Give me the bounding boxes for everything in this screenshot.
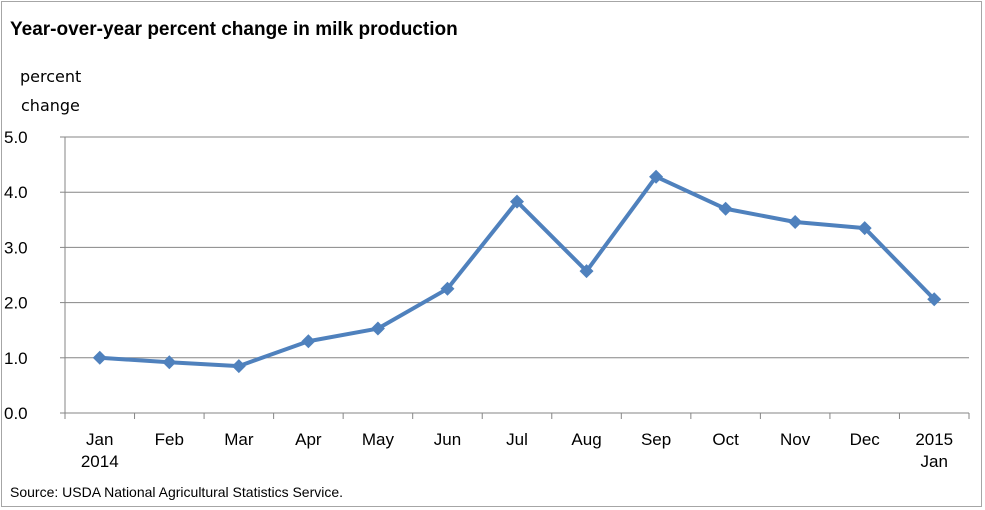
y-tick-label: 2.0: [4, 294, 28, 313]
y-tick-label: 0.0: [4, 404, 28, 423]
data-point-marker: [231, 359, 246, 374]
series: [92, 169, 942, 374]
data-point-marker: [927, 292, 942, 307]
gridlines: [65, 136, 969, 359]
data-point-marker: [440, 281, 455, 296]
x-tick-label: Mar: [224, 430, 254, 449]
y-axis-label: percent change: [20, 62, 81, 120]
x-tick-label: Jul: [506, 430, 528, 449]
x-tick-sublabel: 2014: [81, 452, 119, 471]
data-point-marker: [92, 350, 107, 365]
x-tick-label: May: [362, 430, 395, 449]
x-tick-label: Sep: [641, 430, 671, 449]
data-point-marker: [857, 221, 872, 236]
y-tick-label: 4.0: [4, 183, 28, 202]
data-point-marker: [579, 264, 594, 279]
x-tick-sublabel: Jan: [921, 452, 948, 471]
data-point-marker: [788, 215, 803, 230]
x-tick-label: Oct: [712, 430, 739, 449]
y-tick-label: 5.0: [4, 128, 28, 147]
data-point-marker: [510, 194, 524, 209]
y-tick-label: 1.0: [4, 349, 28, 368]
axes: 0.0 1.0 2.0 3.0 4.0 5.0 Jan 2014 Feb Mar Apr May Jun…: [4, 128, 970, 471]
x-tick-label: Apr: [295, 430, 322, 449]
x-tick-label: Jun: [434, 430, 461, 449]
chart-title: Year-over-year percent change in milk pr…: [10, 19, 458, 40]
y-axis-label-line-2: change: [21, 96, 80, 115]
x-tick-label: 2015: [915, 430, 953, 449]
data-point-marker: [649, 169, 664, 184]
data-point-marker: [718, 201, 733, 216]
y-axis-label-line-1: percent: [20, 67, 82, 86]
data-point-marker: [301, 334, 316, 349]
x-tick-label: Feb: [155, 430, 184, 449]
source-note: Source: USDA National Agricultural Stati…: [10, 484, 344, 500]
data-point-marker: [370, 321, 385, 336]
data-point-marker: [162, 355, 177, 370]
y-tick-label: 3.0: [4, 238, 28, 257]
x-tick-label: Aug: [571, 430, 601, 449]
x-tick-label: Dec: [850, 430, 881, 449]
x-tick-label: Nov: [780, 430, 811, 449]
x-tick-label: Jan: [86, 430, 113, 449]
